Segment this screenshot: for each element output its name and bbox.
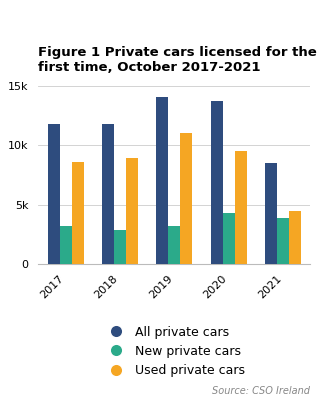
Bar: [265, 163, 277, 264]
Bar: [180, 134, 192, 264]
Bar: [48, 124, 60, 264]
Bar: [156, 97, 168, 264]
Bar: [277, 218, 289, 264]
Bar: [60, 226, 72, 264]
Bar: [168, 226, 180, 264]
Text: Source: CSO Ireland: Source: CSO Ireland: [212, 386, 310, 396]
Legend: All private cars, New private cars, Used private cars: All private cars, New private cars, Used…: [100, 322, 249, 381]
Bar: [289, 210, 301, 264]
Bar: [102, 124, 114, 264]
Bar: [223, 213, 235, 264]
Bar: [72, 162, 84, 264]
Bar: [235, 151, 247, 264]
Bar: [211, 101, 223, 264]
Bar: [114, 230, 126, 264]
Bar: [126, 158, 138, 264]
Text: Figure 1 Private cars licensed for the first time, October 2017-2021: Figure 1 Private cars licensed for the f…: [38, 46, 317, 74]
